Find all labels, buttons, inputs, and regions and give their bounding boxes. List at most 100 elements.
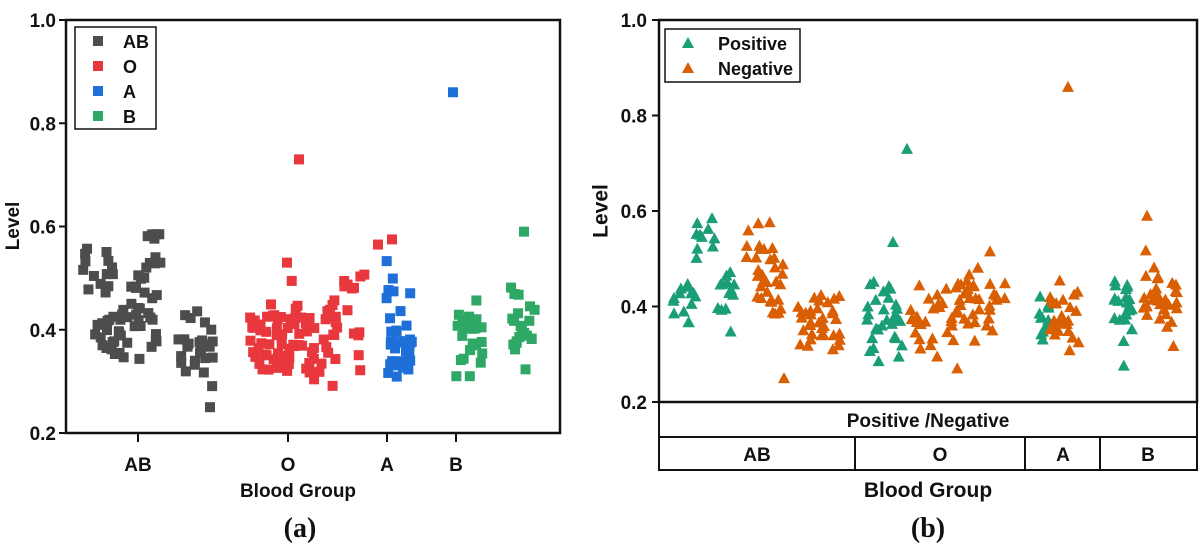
data-point	[373, 239, 383, 250]
legend-marker	[682, 37, 694, 48]
data-point	[83, 284, 94, 295]
data-point	[1060, 317, 1073, 329]
data-point	[877, 285, 890, 297]
data-point	[395, 306, 406, 317]
data-point	[249, 315, 260, 326]
data-point	[394, 337, 405, 348]
data-point	[757, 242, 770, 254]
data-point	[353, 350, 364, 361]
data-point	[931, 350, 944, 362]
data-point	[255, 319, 266, 330]
data-point	[681, 278, 694, 290]
data-point	[520, 364, 531, 375]
data-point	[832, 339, 845, 351]
data-point	[1121, 280, 1134, 292]
data-point	[984, 277, 997, 289]
legend-label: Positive	[718, 34, 787, 54]
data-point	[1165, 315, 1178, 327]
data-point	[115, 330, 126, 341]
data-point	[513, 308, 524, 319]
data-point	[962, 317, 975, 329]
data-point	[477, 348, 488, 359]
data-point	[467, 338, 478, 349]
data-point	[763, 216, 776, 228]
data-point	[833, 333, 846, 345]
data-point	[322, 311, 333, 322]
data-point	[330, 354, 341, 365]
data-point	[254, 358, 265, 369]
data-point	[245, 335, 256, 346]
data-point	[882, 280, 895, 292]
data-point	[141, 262, 152, 273]
y-tick-label-b: 0.6	[621, 202, 647, 223]
legend-label: AB	[123, 32, 149, 52]
data-point	[284, 352, 295, 363]
data-point	[276, 339, 287, 350]
data-point	[180, 366, 191, 377]
data-point	[507, 313, 518, 324]
data-point	[685, 287, 698, 299]
data-point	[199, 317, 210, 328]
data-point	[815, 288, 828, 300]
data-point	[131, 309, 142, 320]
data-point	[277, 329, 288, 340]
data-point	[1140, 300, 1153, 312]
data-point	[924, 339, 937, 351]
data-point	[304, 312, 315, 323]
data-point	[867, 342, 880, 354]
data-point	[982, 312, 995, 324]
data-point	[913, 279, 926, 291]
data-point	[464, 311, 475, 322]
data-point	[866, 332, 879, 344]
data-point	[872, 323, 885, 335]
data-point	[396, 356, 407, 367]
legend-label: Negative	[718, 59, 793, 79]
data-point	[97, 340, 108, 351]
legend-label: O	[123, 57, 137, 77]
data-point	[150, 329, 161, 340]
data-point	[134, 353, 145, 364]
data-point	[275, 312, 286, 323]
data-point	[321, 342, 332, 353]
data-point	[1036, 333, 1049, 345]
data-point	[760, 275, 773, 287]
data-point	[1159, 308, 1172, 320]
data-point	[122, 312, 133, 323]
data-point	[691, 217, 704, 229]
data-point	[294, 328, 305, 339]
data-point	[115, 314, 126, 325]
data-point	[797, 324, 810, 336]
data-point	[404, 338, 415, 349]
data-point	[304, 367, 315, 378]
data-point	[1048, 328, 1061, 340]
data-point	[913, 333, 926, 345]
data-point	[458, 321, 469, 332]
data-point	[1141, 209, 1153, 221]
data-point	[811, 302, 824, 314]
data-point	[953, 293, 966, 305]
data-point	[1170, 286, 1183, 298]
data-point	[702, 222, 715, 234]
data-point	[1170, 296, 1183, 308]
data-point	[286, 275, 297, 286]
data-point	[880, 313, 893, 325]
data-point	[134, 303, 145, 314]
data-point	[1034, 290, 1047, 302]
panel-label-a: (a)	[284, 513, 317, 544]
data-point	[778, 372, 790, 384]
category-label-o: O	[933, 445, 948, 466]
data-point	[794, 338, 807, 350]
legend-marker	[682, 62, 694, 73]
data-point	[383, 285, 394, 296]
data-point	[100, 287, 111, 298]
data-point	[103, 281, 114, 292]
data-point	[147, 314, 158, 325]
data-point	[95, 332, 106, 343]
data-point	[295, 312, 306, 323]
data-point	[519, 226, 529, 237]
data-point	[269, 310, 280, 321]
data-point	[476, 336, 487, 347]
data-point	[952, 306, 965, 318]
data-point	[264, 339, 275, 350]
